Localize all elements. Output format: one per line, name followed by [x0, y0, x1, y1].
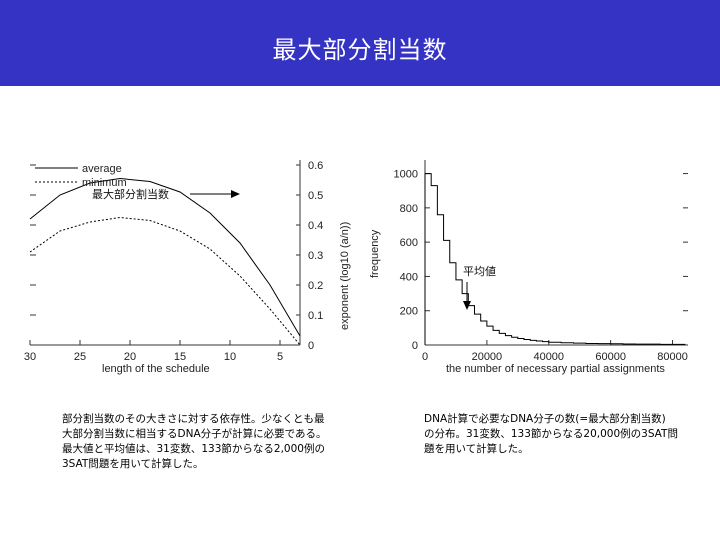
left-xtick-label: 10 — [224, 351, 236, 363]
left-ytick-label: 0.3 — [308, 250, 323, 262]
histogram-bar — [450, 263, 456, 345]
left-xtick-label: 25 — [74, 351, 86, 363]
histogram-bar — [524, 340, 530, 345]
left-ytick-label: 0.6 — [308, 160, 323, 172]
histogram-bar — [425, 174, 431, 345]
left-xtick-label: 15 — [174, 351, 186, 363]
histogram-bar — [487, 326, 493, 345]
left-ylabel: exponent (log10 (a/n)) — [339, 222, 351, 330]
left-annotation-arrowhead — [231, 190, 240, 198]
right-ytick-label: 1000 — [394, 169, 418, 181]
right-xlabel: the number of necessary partial assignme… — [446, 363, 665, 375]
histogram-bar — [512, 337, 518, 345]
series-line-minimum — [29, 216, 301, 346]
left-annotation-label: 最大部分割当数 — [92, 187, 169, 201]
right-ytick-label: 600 — [400, 237, 418, 249]
left-ytick-label: 0.2 — [308, 280, 323, 292]
right-ytick-label: 200 — [400, 306, 418, 318]
right-ylabel: frequency — [369, 229, 381, 278]
right-ytick-label: 400 — [400, 271, 418, 283]
right-ytick-label: 0 — [412, 340, 418, 352]
left-xtick-label: 5 — [277, 351, 283, 363]
right-xtick-label: 20000 — [472, 351, 503, 363]
title-bar — [0, 0, 720, 86]
histogram-bar — [431, 186, 437, 345]
left-ytick-label: 0.4 — [308, 220, 323, 232]
slide-title: 最大部分割当数 — [272, 36, 448, 64]
right-caption: DNA計算で必要なDNA分子の数(=最大部分割当数) の分布。31変数、133節… — [424, 413, 678, 455]
histogram-bar — [518, 338, 524, 345]
histogram-bar — [456, 280, 462, 345]
histogram-bar — [468, 306, 474, 345]
histogram-outline — [424, 173, 686, 345]
right-annotation-arrowhead — [463, 301, 471, 310]
histogram-bar — [444, 240, 450, 345]
histogram-bar — [499, 333, 505, 345]
right-ytick-label: 800 — [400, 203, 418, 215]
left-xlabel: length of the schedule — [102, 363, 210, 375]
right-xtick-label: 40000 — [533, 351, 564, 363]
left-xtick-label: 20 — [124, 351, 136, 363]
right-annotation-label: 平均値 — [463, 265, 496, 278]
histogram-bar — [493, 330, 499, 345]
right-xtick-label: 60000 — [595, 351, 626, 363]
left-ytick-label: 0.1 — [308, 310, 323, 322]
histogram-bar — [481, 321, 487, 345]
left-caption: 部分割当数のその大きさに対する依存性。少なくとも最 大部分割当数に相当するDNA… — [62, 413, 327, 470]
legend-average-label: average — [82, 163, 122, 175]
right-xtick-label: 80000 — [657, 351, 688, 363]
histogram-bar — [530, 340, 536, 345]
histogram-bar — [505, 336, 511, 345]
series-line-average — [29, 177, 301, 337]
left-ytick-label: 0.5 — [308, 190, 323, 202]
left-plot: 00.10.20.30.40.50.6 30 25 20 15 10 5 average … — [24, 160, 351, 375]
histogram-bar — [543, 342, 549, 345]
histogram-bar — [475, 314, 481, 345]
histogram-bar — [437, 215, 443, 345]
right-xtick-label: 0 — [422, 351, 428, 363]
left-ytick-label: 0 — [308, 340, 314, 352]
histogram-bar — [536, 341, 542, 345]
legend-minimum-label: minimum — [82, 177, 127, 189]
left-xtick-label: 30 — [24, 351, 36, 363]
